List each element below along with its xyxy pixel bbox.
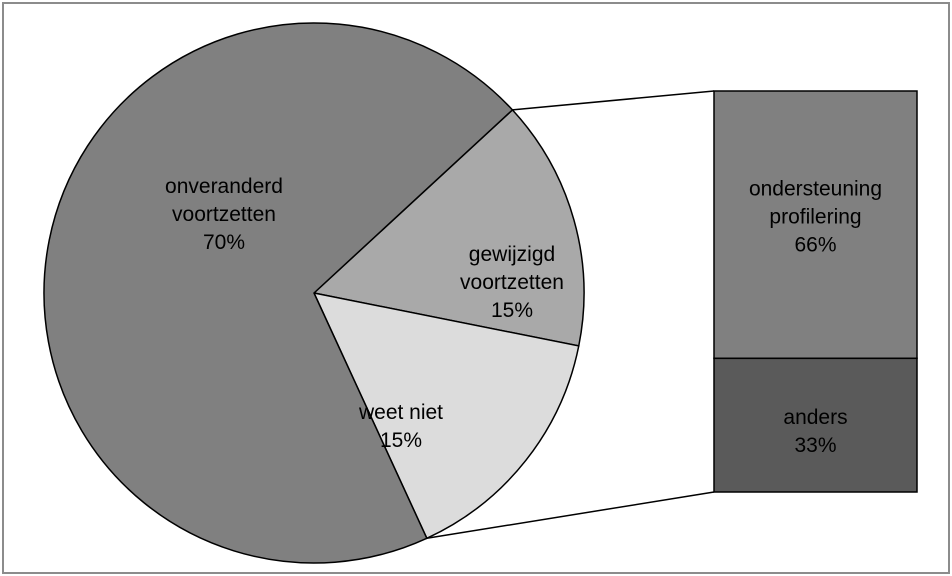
bar-segment-ondersteuning: [713, 90, 918, 360]
data-label-gewijzigd: gewijzigd voortzetten 15%: [460, 243, 564, 322]
connector-lines: [426, 90, 715, 540]
secondary-bar: [713, 90, 918, 493]
data-label-ondersteuning: ondersteuning profilering 66%: [749, 178, 882, 257]
pie-slices: [43, 22, 585, 564]
data-label-anders: anders 33%: [783, 406, 847, 457]
pie-slice-weet-niet: [312, 291, 580, 540]
connector-line-top: [512, 90, 715, 111]
pie-slice-gewijzigd: [312, 108, 585, 347]
data-labels: onveranderd voortzetten 70% gewijzigd voortz…: [165, 175, 882, 457]
data-label-onveranderd: onveranderd voortzetten 70%: [165, 175, 283, 254]
data-label-weet-niet: weet niet 15%: [358, 401, 443, 452]
bar-segment-anders: [713, 357, 918, 493]
pie-slice-onveranderd: [43, 22, 514, 564]
connector-line-bottom: [426, 491, 715, 540]
